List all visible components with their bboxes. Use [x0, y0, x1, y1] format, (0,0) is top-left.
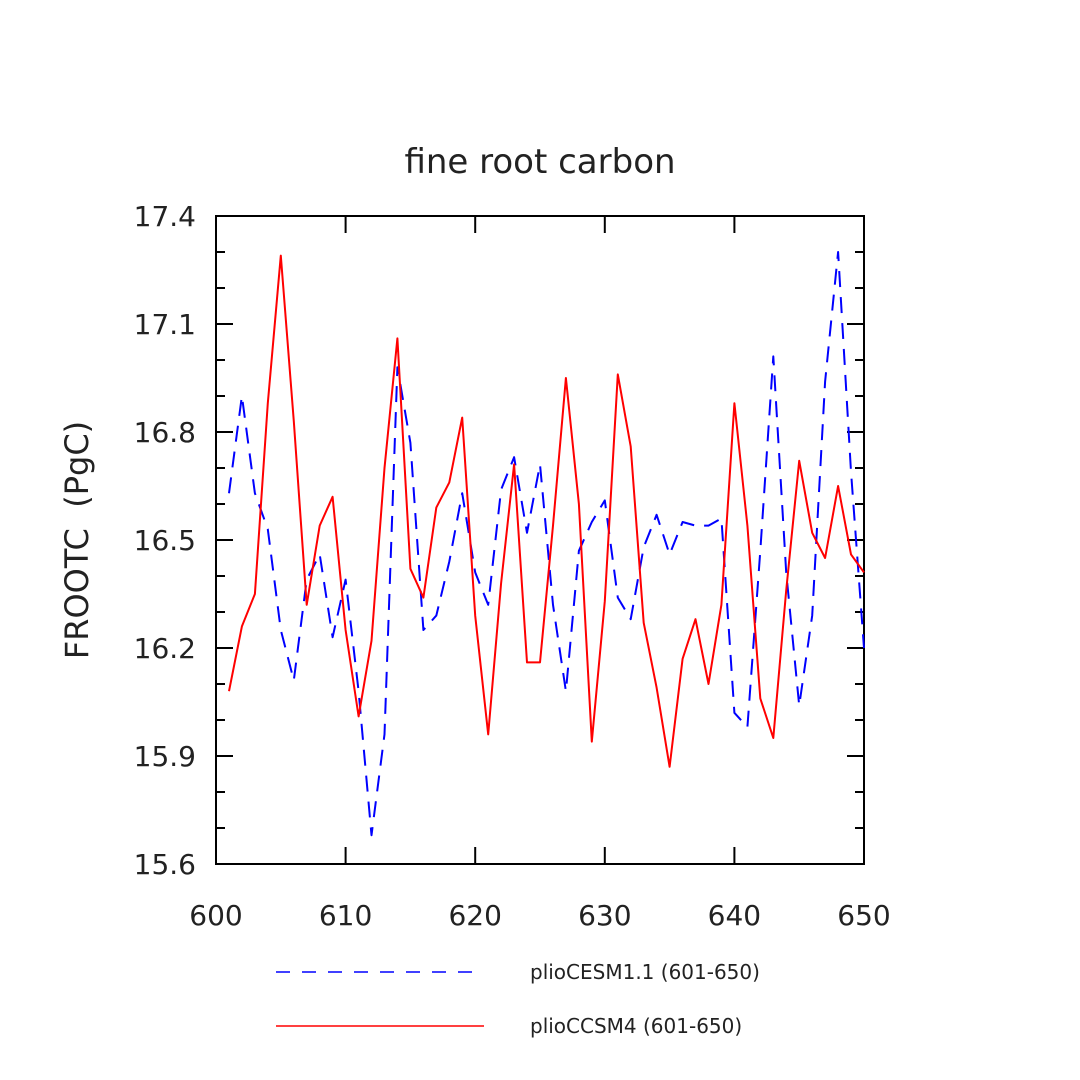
y-axis-label: FROOTC (PgC)	[58, 421, 96, 659]
axis-ticks	[215, 215, 865, 865]
y-tick-label: 17.4	[134, 200, 196, 233]
y-tick-label: 15.6	[134, 848, 196, 881]
y-tick-label: 16.5	[134, 524, 196, 557]
x-tick-label: 610	[319, 899, 372, 932]
legend-label-1: plioCESM1.1 (601-650)	[530, 960, 760, 984]
plot-frame	[215, 215, 865, 865]
x-tick-label: 630	[578, 899, 631, 932]
series-line-1	[228, 251, 865, 837]
x-tick-labels: 600 610 620 630 640 650	[189, 899, 890, 932]
series-lines	[228, 251, 865, 837]
series-line-2	[228, 254, 865, 768]
chart-title: fine root carbon	[404, 142, 675, 182]
legend-label-2: plioCCSM4 (601-650)	[530, 1014, 742, 1038]
y-tick-label: 16.8	[134, 416, 196, 449]
legend: plioCESM1.1 (601-650) plioCCSM4 (601-650)	[276, 960, 760, 1038]
y-tick-label: 17.1	[134, 308, 196, 341]
x-tick-label: 640	[708, 899, 761, 932]
y-tick-label: 15.9	[134, 740, 196, 773]
x-tick-label: 600	[189, 899, 242, 932]
x-tick-label: 650	[837, 899, 890, 932]
y-tick-labels: 15.6 15.9 16.2 16.5 16.8 17.1 17.4	[134, 200, 196, 881]
y-tick-label: 16.2	[134, 632, 196, 665]
x-tick-label: 620	[448, 899, 501, 932]
